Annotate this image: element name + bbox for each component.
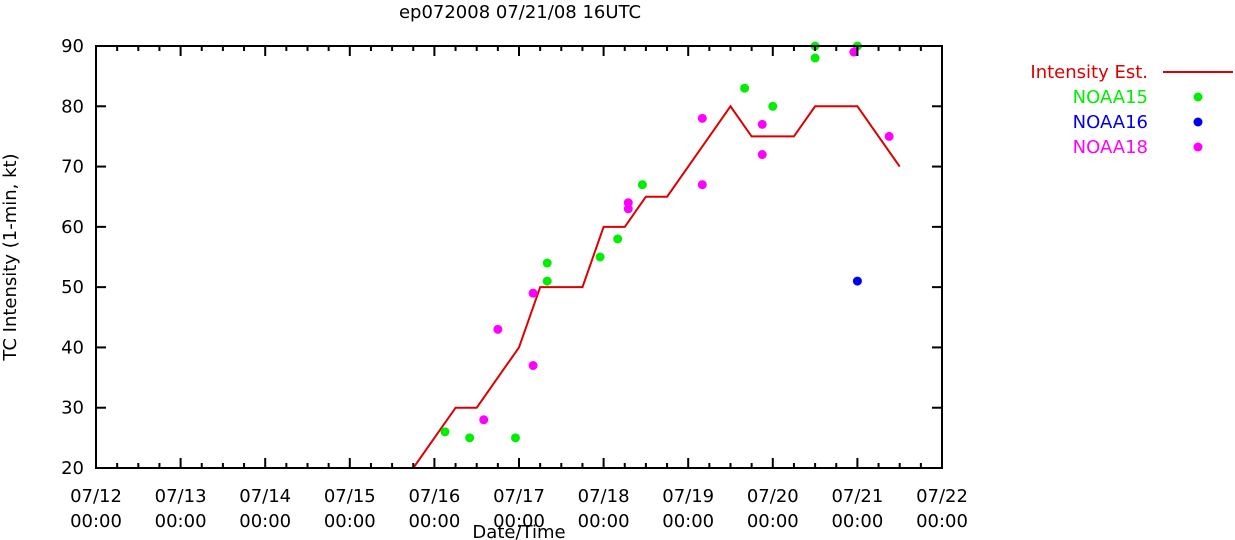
data-point-noaa15 bbox=[768, 101, 778, 111]
data-point-noaa18 bbox=[528, 361, 538, 371]
legend-swatch-noaa15 bbox=[1193, 92, 1203, 102]
legend-label-noaa15: NOAA15 bbox=[1073, 87, 1148, 108]
x-tick-label-date: 07/19 bbox=[662, 486, 714, 507]
x-tick-label-date: 07/15 bbox=[324, 486, 376, 507]
x-tick-label-time: 00:00 bbox=[70, 511, 122, 532]
data-point-noaa18 bbox=[493, 324, 503, 334]
x-tick-label-time: 00:00 bbox=[831, 511, 883, 532]
data-point-noaa15 bbox=[810, 53, 820, 63]
x-tick-label-date: 07/18 bbox=[578, 486, 630, 507]
data-point-noaa15 bbox=[542, 258, 552, 268]
legend-label-noaa18: NOAA18 bbox=[1073, 137, 1148, 158]
plot-frame bbox=[95, 45, 943, 469]
data-point-noaa18 bbox=[479, 415, 489, 425]
x-tick-label-time: 00:00 bbox=[662, 511, 714, 532]
x-tick-label-date: 07/20 bbox=[747, 486, 799, 507]
data-point-noaa18 bbox=[528, 288, 538, 298]
legend-swatch-noaa16 bbox=[1193, 117, 1203, 127]
x-tick-label-date: 07/14 bbox=[239, 486, 291, 507]
x-tick-label-time: 00:00 bbox=[239, 511, 291, 532]
data-point-noaa18 bbox=[623, 204, 633, 214]
y-axis-label: TC Intensity (1-min, kt) bbox=[0, 153, 21, 361]
data-point-noaa15 bbox=[740, 83, 750, 93]
x-tick-label-time: 00:00 bbox=[916, 511, 968, 532]
y-tick-label: 80 bbox=[61, 96, 84, 117]
data-point-noaa18 bbox=[849, 47, 859, 57]
series-line-intensity-est bbox=[138, 104, 901, 469]
x-tick-label-date: 07/21 bbox=[831, 486, 883, 507]
data-point-noaa18 bbox=[697, 113, 707, 123]
x-tick-label-date: 07/12 bbox=[70, 486, 122, 507]
x-tick-label-time: 00:00 bbox=[155, 511, 207, 532]
x-tick-label-time: 00:00 bbox=[408, 511, 460, 532]
data-point-noaa18 bbox=[697, 180, 707, 190]
y-tick-label: 20 bbox=[61, 458, 84, 479]
y-tick-label: 30 bbox=[61, 398, 84, 419]
legend-label-noaa16: NOAA16 bbox=[1073, 112, 1148, 133]
y-tick-label: 50 bbox=[61, 277, 84, 298]
x-tick-label-date: 07/22 bbox=[916, 486, 968, 507]
x-axis-label: Date/Time bbox=[472, 522, 565, 540]
y-tick-label: 90 bbox=[61, 36, 84, 57]
data-point-noaa15 bbox=[613, 234, 623, 244]
data-point-noaa15 bbox=[542, 276, 552, 286]
x-tick-label-time: 00:00 bbox=[578, 511, 630, 532]
data-point-noaa15 bbox=[465, 433, 475, 443]
data-point-noaa15 bbox=[637, 180, 647, 190]
data-point-noaa15 bbox=[440, 427, 450, 437]
y-tick-label: 40 bbox=[61, 337, 84, 358]
data-point-noaa15 bbox=[510, 433, 520, 443]
x-tick-label-time: 00:00 bbox=[324, 511, 376, 532]
data-point-noaa18 bbox=[757, 150, 767, 160]
y-tick-label: 70 bbox=[61, 157, 84, 178]
x-tick-label-time: 00:00 bbox=[747, 511, 799, 532]
legend-label-intensity-est: Intensity Est. bbox=[1030, 62, 1148, 83]
x-tick-label-date: 07/13 bbox=[155, 486, 207, 507]
x-tick-label-time: 00:00 bbox=[493, 511, 545, 532]
x-tick-label-date: 07/16 bbox=[408, 486, 460, 507]
data-point-noaa18 bbox=[884, 131, 894, 141]
data-point-noaa16 bbox=[852, 276, 862, 286]
chart-title: ep072008 07/21/08 16UTC bbox=[399, 2, 641, 23]
data-point-noaa15 bbox=[595, 252, 605, 262]
x-tick-label-date: 07/17 bbox=[493, 486, 545, 507]
data-point-noaa18 bbox=[757, 119, 767, 129]
y-tick-label: 60 bbox=[61, 217, 84, 238]
legend-swatch-noaa18 bbox=[1193, 142, 1203, 152]
